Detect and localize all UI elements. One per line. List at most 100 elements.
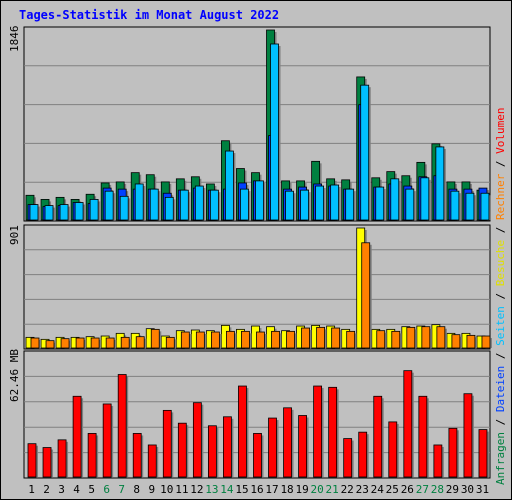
bar-volumen-day-5 bbox=[87, 433, 97, 478]
ymax-label-top: 1846 bbox=[8, 26, 21, 53]
bar-seiten-day-23 bbox=[360, 84, 370, 221]
bar-rechner-day-26 bbox=[406, 326, 416, 349]
day-label: 2 bbox=[43, 483, 50, 496]
bar-rechner-day-24 bbox=[376, 330, 386, 349]
right-legend-part: Volumen bbox=[494, 107, 507, 153]
bar-volumen-day-22 bbox=[343, 438, 353, 478]
bar-rechner-day-1 bbox=[30, 337, 40, 349]
ymax-label-bot: 62.46 MB bbox=[8, 349, 21, 402]
day-label: 28 bbox=[431, 483, 444, 496]
chart-title: Tages-Statistik im Monat August 2022 bbox=[19, 8, 279, 22]
bar-rechner-day-4 bbox=[75, 337, 85, 349]
day-label: 29 bbox=[446, 483, 459, 496]
panel-volume bbox=[23, 350, 491, 479]
bar-volumen-day-13 bbox=[207, 425, 217, 478]
bar-rechner-day-17 bbox=[271, 330, 280, 349]
day-label: 22 bbox=[341, 483, 354, 496]
day-label: 12 bbox=[190, 483, 203, 496]
bar-seiten-day-15 bbox=[240, 188, 249, 221]
bar-volumen-day-1 bbox=[27, 443, 37, 478]
bar-rechner-day-18 bbox=[286, 330, 295, 349]
day-label: 30 bbox=[461, 483, 474, 496]
bar-seiten-day-14 bbox=[225, 150, 234, 221]
bar-rechner-day-9 bbox=[150, 328, 160, 349]
bar-volumen-day-25 bbox=[388, 421, 398, 478]
bar-rechner-day-13 bbox=[210, 331, 220, 349]
bar-volumen-day-7 bbox=[117, 374, 127, 478]
bar-volumen-day-27 bbox=[418, 395, 428, 478]
bar-volumen-day-2 bbox=[42, 447, 52, 478]
bar-volumen-day-20 bbox=[313, 385, 323, 478]
bar-volumen-day-16 bbox=[253, 433, 262, 478]
bar-rechner-day-22 bbox=[346, 330, 356, 349]
bar-rechner-day-2 bbox=[45, 340, 55, 349]
right-legend-part: / bbox=[494, 346, 507, 366]
bar-volumen-day-12 bbox=[192, 402, 202, 478]
bar-volumen-day-17 bbox=[268, 417, 277, 478]
day-label: 21 bbox=[326, 483, 339, 496]
bar-rechner-day-21 bbox=[331, 327, 341, 349]
bar-rechner-day-16 bbox=[256, 331, 265, 349]
day-label: 7 bbox=[118, 483, 125, 496]
day-label: 3 bbox=[58, 483, 65, 496]
bar-volumen-day-10 bbox=[162, 409, 172, 478]
bar-seiten-day-25 bbox=[390, 178, 400, 221]
day-label: 15 bbox=[235, 483, 248, 496]
bar-volumen-day-28 bbox=[433, 444, 443, 478]
right-legend-part: Besuche bbox=[494, 240, 507, 286]
bar-volumen-day-14 bbox=[223, 416, 232, 478]
bar-rechner-day-29 bbox=[451, 334, 461, 349]
bar-rechner-day-23 bbox=[361, 242, 371, 349]
bar-volumen-day-9 bbox=[147, 444, 157, 478]
bar-rechner-day-20 bbox=[316, 326, 326, 349]
right-legend-part: Dateien bbox=[494, 366, 507, 412]
panel-hits-files-pages bbox=[23, 26, 491, 222]
bar-rechner-day-3 bbox=[60, 338, 70, 349]
day-label: 5 bbox=[88, 483, 95, 496]
day-label: 23 bbox=[356, 483, 369, 496]
bar-seiten-day-4 bbox=[74, 202, 84, 221]
bar-seiten-day-28 bbox=[435, 146, 445, 221]
bar-seiten-day-21 bbox=[330, 184, 340, 221]
bar-seiten-day-17 bbox=[270, 43, 279, 221]
bar-seiten-day-11 bbox=[179, 189, 189, 221]
day-label: 8 bbox=[133, 483, 140, 496]
bar-rechner-day-19 bbox=[301, 327, 310, 349]
bar-seiten-day-20 bbox=[315, 185, 325, 221]
day-label: 6 bbox=[103, 483, 110, 496]
day-label: 16 bbox=[250, 483, 263, 496]
bar-seiten-day-18 bbox=[285, 190, 294, 221]
bar-seiten-day-31 bbox=[480, 192, 490, 221]
day-label: 11 bbox=[175, 483, 188, 496]
bar-volumen-day-4 bbox=[72, 395, 82, 478]
right-legend-part: / bbox=[494, 220, 507, 240]
bar-seiten-day-12 bbox=[194, 185, 204, 221]
bar-seiten-day-19 bbox=[300, 189, 309, 221]
bar-volumen-day-31 bbox=[478, 429, 488, 478]
day-label: 1 bbox=[28, 483, 35, 496]
bar-volumen-day-6 bbox=[102, 403, 112, 478]
bar-rechner-day-7 bbox=[120, 336, 130, 349]
bar-volumen-day-15 bbox=[238, 385, 247, 478]
day-label: 4 bbox=[73, 483, 80, 496]
bar-rechner-day-14 bbox=[226, 330, 235, 349]
bar-rechner-day-25 bbox=[391, 330, 401, 349]
day-label: 20 bbox=[311, 483, 324, 496]
ymax-label-mid: 901 bbox=[8, 225, 21, 245]
bar-seiten-day-6 bbox=[104, 190, 114, 221]
bar-seiten-day-13 bbox=[209, 189, 219, 221]
bar-seiten-day-26 bbox=[405, 188, 415, 221]
right-legend-part: / bbox=[494, 154, 507, 174]
bar-seiten-day-10 bbox=[164, 196, 174, 221]
bar-seiten-day-8 bbox=[134, 183, 144, 221]
bar-seiten-day-16 bbox=[255, 180, 264, 221]
day-labels: 1 2 3 4 5 6 7 8 9 10 11 12 13 14 15 16 17 18 19 20 21 22 23 24 2… bbox=[28, 483, 489, 496]
panel-visits-sites bbox=[23, 224, 492, 350]
bar-rechner-day-6 bbox=[105, 337, 115, 349]
bar-seiten-day-29 bbox=[450, 190, 460, 221]
bar-volumen-day-21 bbox=[328, 386, 338, 478]
bar-rechner-day-31 bbox=[481, 335, 491, 349]
bar-volumen-day-3 bbox=[57, 439, 67, 478]
bar-rechner-day-5 bbox=[90, 337, 100, 349]
